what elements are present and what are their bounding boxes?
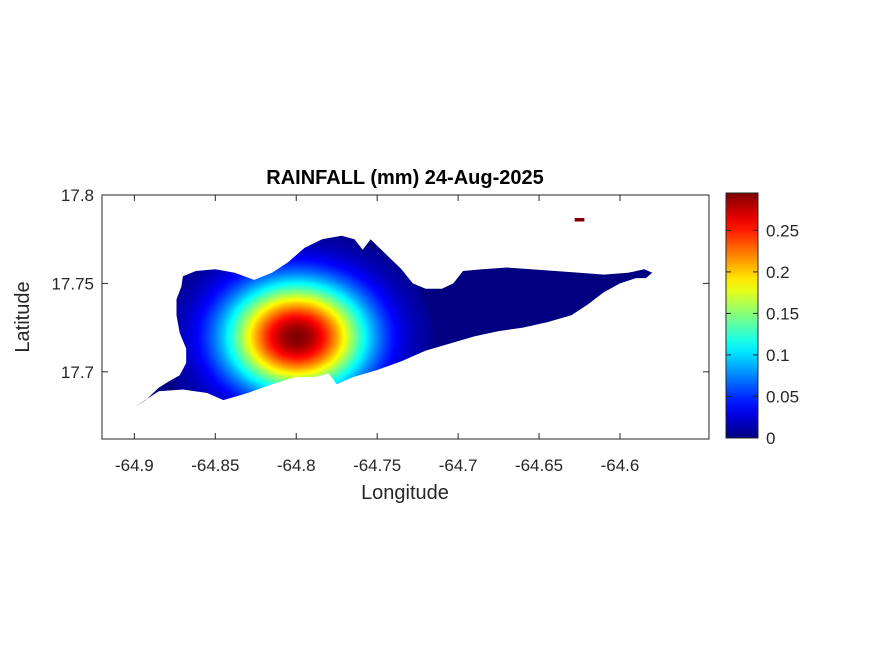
colorbar-ticks: 0 0.05 0.1 0.15 0.2 0.25 (726, 221, 799, 448)
colorbar-tick-label: 0.1 (766, 346, 790, 365)
y-axis-label: Latitude (12, 281, 34, 352)
chart-title: RAINFALL (mm) 24-Aug-2025 (266, 167, 543, 189)
offshore-island (574, 218, 585, 222)
colorbar-tick-label: 0.05 (766, 387, 799, 406)
colorbar-tick-label: 0.2 (766, 263, 790, 282)
x-tick-label: -64.85 (191, 456, 239, 475)
y-tick-label: 17.7 (61, 363, 94, 382)
x-tick-label: -64.9 (115, 456, 154, 475)
colorbar-tick-label: 0 (766, 429, 775, 448)
y-tick-label: 17.8 (61, 186, 94, 205)
colorbar-scale (725, 192, 759, 439)
x-tick-label: -64.75 (353, 456, 401, 475)
y-axis-ticks: 17.7 17.75 17.8 (51, 186, 709, 382)
x-tick-label: -64.6 (601, 456, 640, 475)
x-axis-label: Longitude (361, 482, 449, 504)
axes-frame (101, 194, 710, 440)
x-tick-label: -64.8 (277, 456, 316, 475)
y-tick-label: 17.75 (51, 274, 94, 293)
x-tick-label: -64.7 (439, 456, 478, 475)
colorbar-tick-label: 0.15 (766, 304, 799, 323)
colorbar-tick-label: 0.25 (766, 221, 799, 240)
x-axis-ticks: -64.9 -64.85 -64.8 -64.75 -64.7 -64.65 -64.6 (115, 195, 639, 475)
colorbar: 0 0.05 0.1 0.15 0.2 0.25 (725, 192, 799, 448)
x-tick-label: -64.65 (515, 456, 563, 475)
